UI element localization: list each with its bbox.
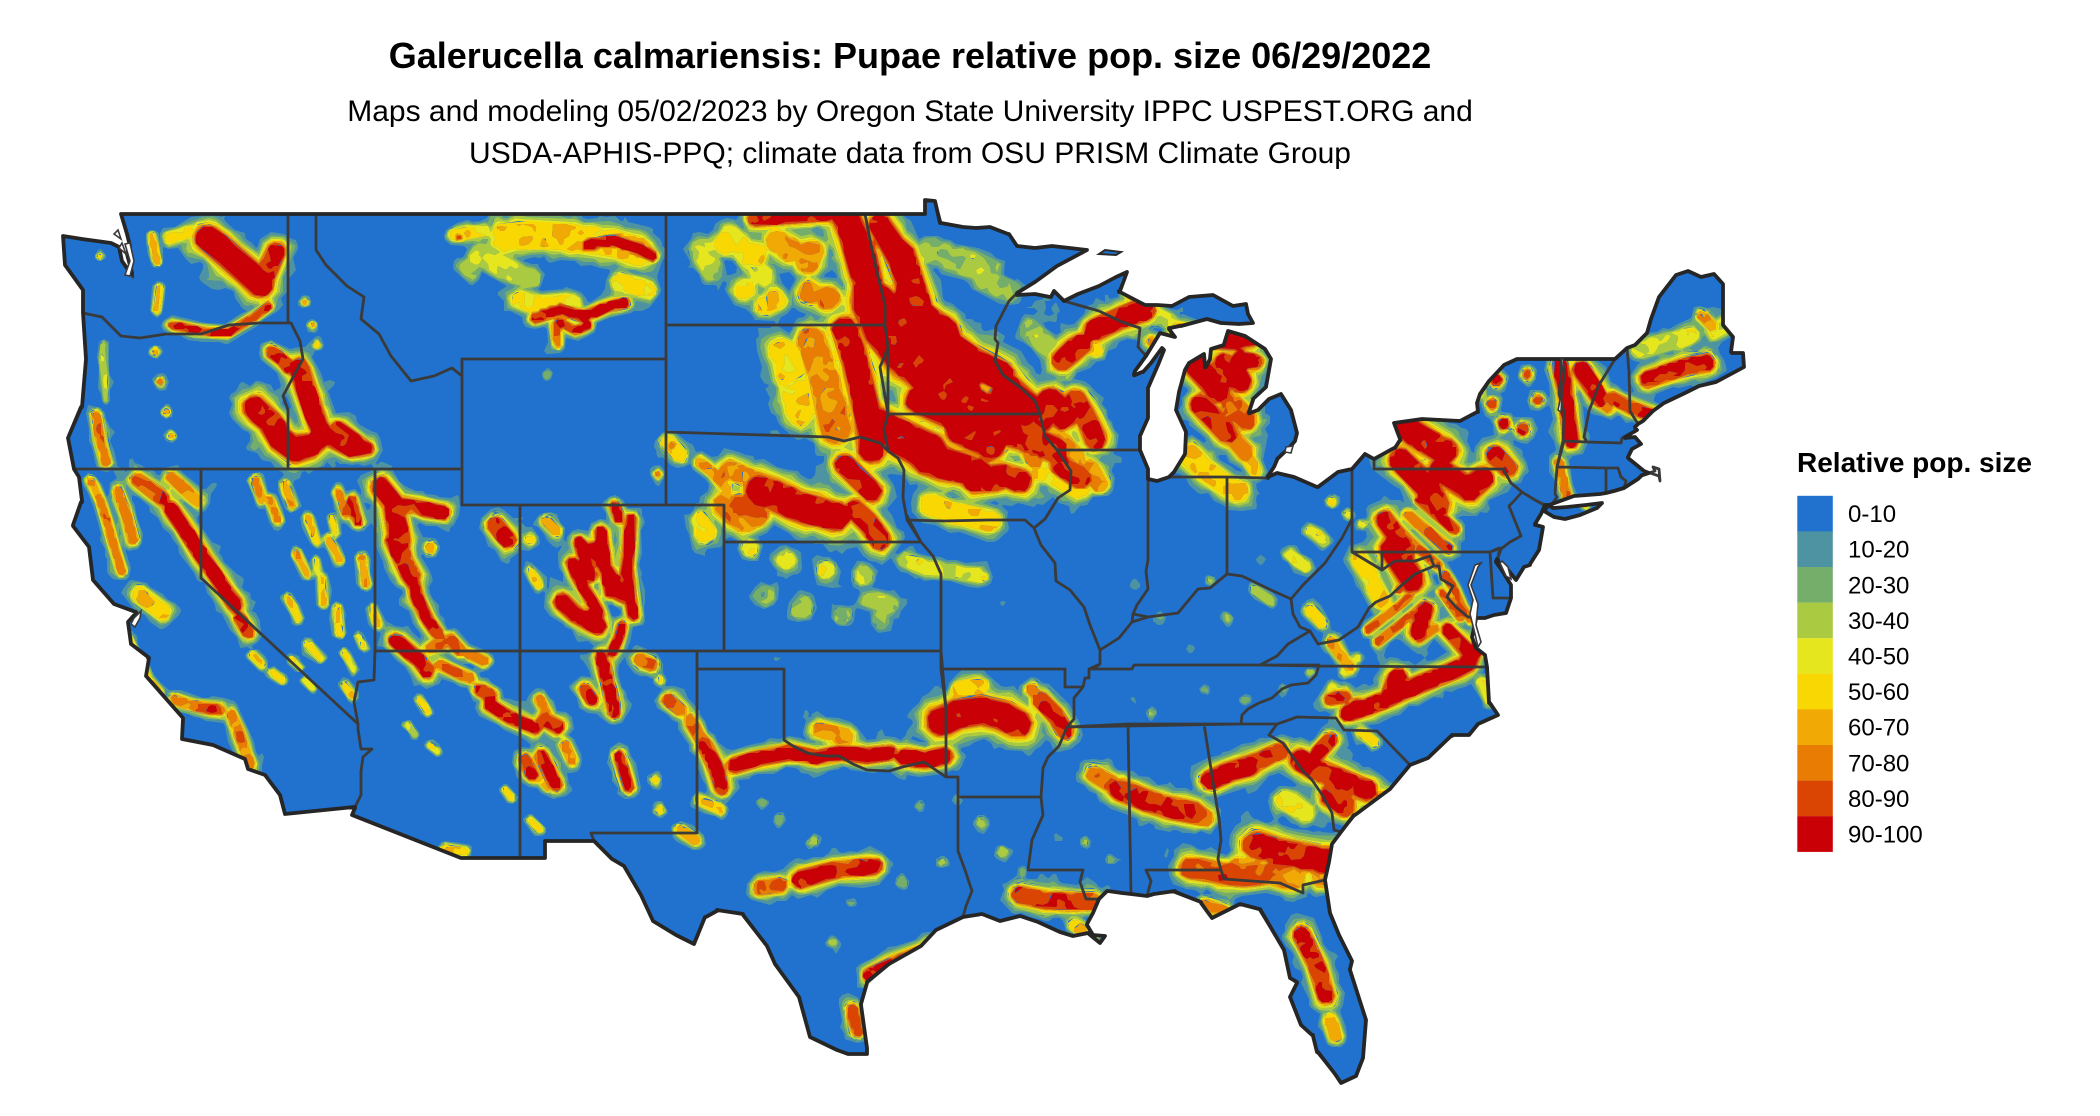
svg-text:Relative pop. size: Relative pop. size [1797, 447, 2032, 478]
svg-text:10-20: 10-20 [1848, 537, 1909, 564]
svg-text:USDA-APHIS-PPQ; climate data f: USDA-APHIS-PPQ; climate data from OSU PR… [469, 137, 1351, 170]
svg-text:80-90: 80-90 [1848, 786, 1909, 813]
svg-text:0-10: 0-10 [1848, 501, 1896, 528]
svg-text:90-100: 90-100 [1848, 822, 1923, 849]
svg-text:30-40: 30-40 [1848, 608, 1909, 635]
svg-text:Maps and modeling 05/02/2023 b: Maps and modeling 05/02/2023 by Oregon S… [347, 95, 1473, 128]
svg-text:60-70: 60-70 [1848, 715, 1909, 742]
svg-text:Galerucella calmariensis: Pupa: Galerucella calmariensis: Pupae relative… [389, 35, 1432, 76]
svg-text:70-80: 70-80 [1848, 750, 1909, 777]
svg-text:20-30: 20-30 [1848, 572, 1909, 599]
svg-text:50-60: 50-60 [1848, 679, 1909, 706]
svg-text:40-50: 40-50 [1848, 644, 1909, 671]
